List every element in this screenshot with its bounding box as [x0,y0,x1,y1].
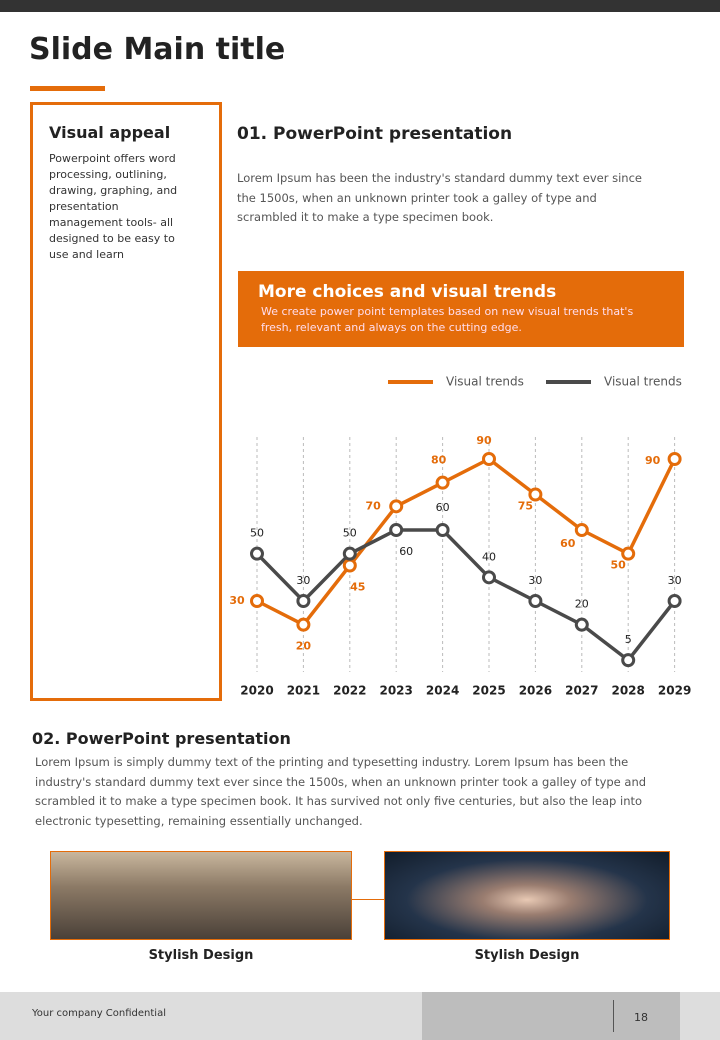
section1-heading: 01. PowerPoint presentation [237,124,513,144]
data-label: 30 [528,574,542,587]
x-tick-label: 2024 [426,684,459,698]
data-label: 40 [482,550,496,563]
data-point [528,487,543,502]
banner [238,271,684,347]
x-tick-label: 2025 [472,684,505,698]
x-tick-label: 2023 [379,684,412,698]
data-label: 45 [350,581,365,594]
data-label: 30 [296,574,310,587]
image-caption: Stylish Design [148,948,254,963]
x-tick-label: 2020 [240,684,273,698]
x-tick-label: 2026 [519,684,552,698]
data-point [250,594,264,608]
data-label: 30 [668,574,682,587]
data-point [389,499,404,514]
data-point [574,523,589,537]
data-point [621,546,636,561]
data-point [435,523,450,537]
footer-divider [613,1000,614,1032]
data-label: 60 [436,501,450,514]
data-label: 20 [296,640,312,653]
data-label: 20 [575,598,589,611]
data-label: 5 [625,633,632,646]
x-tick-label: 2021 [287,684,320,698]
page-number: 18 [634,1011,648,1024]
top-bar [0,0,720,12]
section1-text: Lorem Ipsum has been the industry's stan… [237,171,642,224]
banner-text: We create power point templates based on… [261,305,634,334]
data-label: 50 [611,559,627,572]
sidebar-heading: Visual appeal [49,123,171,142]
data-point [296,617,311,632]
banner-title: More choices and visual trends [258,282,557,302]
footer-block [422,992,680,1040]
data-point [528,594,543,608]
footer-text: Your company Confidential [32,1008,166,1019]
image-caption: Stylish Design [474,948,580,963]
series-line [256,457,677,627]
data-label: 80 [431,454,447,467]
data-label: 90 [645,454,661,467]
data-point [342,558,357,573]
legend-label: Visual trends [446,375,524,389]
data-point [482,452,496,466]
handshake-image [384,851,670,940]
city-image [50,851,352,940]
legend-label: Visual trends [604,375,682,389]
data-point [667,594,682,608]
data-label: 30 [229,594,245,607]
data-point [342,546,357,561]
x-tick-label: 2022 [333,684,366,698]
x-tick-label: 2029 [658,684,691,698]
section2-heading: 02. PowerPoint presentation [32,729,291,748]
section2-text: Lorem Ipsum is simply dummy text of the … [35,755,647,828]
data-point [389,523,404,537]
connector [351,899,384,900]
title: Slide Main title [29,32,286,67]
data-point [250,546,264,561]
data-point [435,475,450,490]
data-label: 70 [366,499,382,512]
series-line [255,528,676,662]
data-label: 50 [250,527,264,540]
x-tick-label: 2028 [611,684,644,698]
title-underline [30,86,105,91]
data-label: 60 [560,537,576,550]
data-label: 75 [518,500,533,513]
sidebar-text: Powerpoint offers word processing, outli… [49,152,178,261]
data-label: 50 [343,527,357,540]
data-label: 60 [399,545,413,558]
data-label: 90 [476,434,492,447]
data-point [482,570,496,585]
data-point [296,594,311,608]
sidebar-box [30,102,222,701]
data-point [574,617,589,632]
x-tick-label: 2027 [565,684,598,698]
data-point [667,452,682,466]
data-point [621,653,636,668]
